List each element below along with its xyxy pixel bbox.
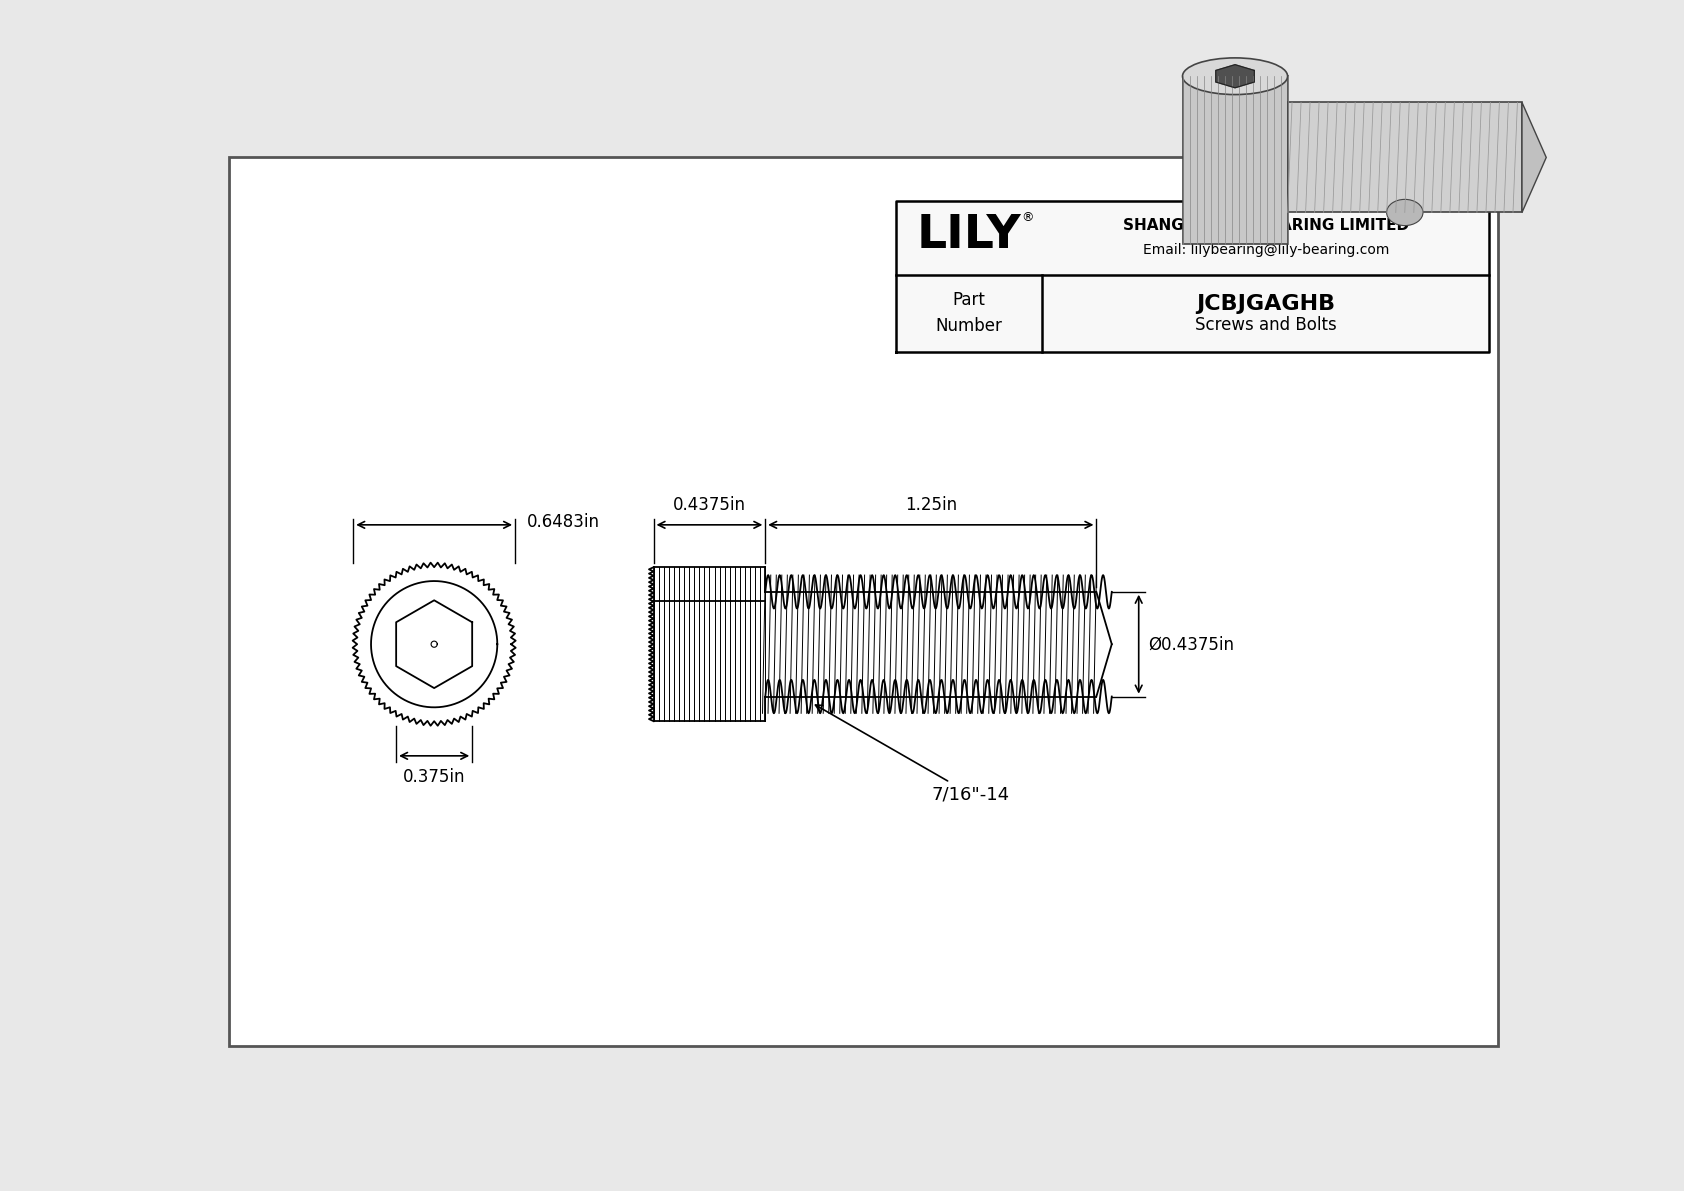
FancyBboxPatch shape <box>1182 76 1288 244</box>
Text: Ø0.4375in: Ø0.4375in <box>1148 635 1234 653</box>
Text: LILY: LILY <box>918 213 1022 258</box>
Bar <box>896 201 1489 351</box>
Text: 7/16"-14: 7/16"-14 <box>815 705 1010 803</box>
Ellipse shape <box>1182 58 1288 94</box>
Text: ®: ® <box>1022 212 1034 224</box>
Polygon shape <box>1216 64 1255 88</box>
Text: 0.4375in: 0.4375in <box>674 497 746 515</box>
Text: 0.375in: 0.375in <box>402 768 465 786</box>
Text: Part
Number: Part Number <box>936 291 1002 336</box>
Bar <box>1288 102 1522 212</box>
Text: JCBJGAGHB: JCBJGAGHB <box>1196 294 1335 314</box>
Text: Email: lilybearing@lily-bearing.com: Email: lilybearing@lily-bearing.com <box>1142 243 1389 257</box>
Polygon shape <box>1522 102 1546 212</box>
Text: 1.25in: 1.25in <box>904 497 957 515</box>
Text: Screws and Bolts: Screws and Bolts <box>1196 317 1337 335</box>
Text: 0.6483in: 0.6483in <box>527 513 600 531</box>
Ellipse shape <box>1386 199 1423 225</box>
Text: SHANGHAI LILY BEARING LIMITED: SHANGHAI LILY BEARING LIMITED <box>1123 218 1410 233</box>
